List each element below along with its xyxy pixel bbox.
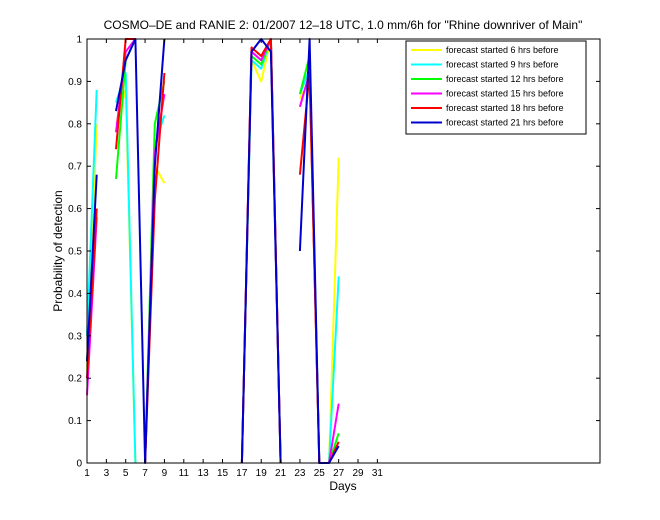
x-tick-label: 1 bbox=[84, 468, 90, 479]
x-tick-label: 29 bbox=[352, 468, 364, 479]
x-axis: 1 3 5 7 9 11 13 15 17 19 21 23 25 27 29 31 bbox=[84, 39, 383, 479]
chart-title: COSMO–DE and RANIE 2: 01/2007 12–18 UTC,… bbox=[104, 18, 583, 32]
x-tick-label: 13 bbox=[198, 468, 210, 479]
series-segment bbox=[86, 174, 98, 362]
y-tick-label: 0 bbox=[76, 459, 82, 470]
series-line bbox=[86, 38, 340, 464]
legend-box bbox=[405, 40, 587, 135]
legend-label: forecast started 9 hrs before bbox=[446, 60, 559, 70]
series-segment bbox=[86, 208, 98, 379]
y-tick-label: 0.4 bbox=[68, 289, 82, 300]
x-tick-label: 7 bbox=[142, 468, 148, 479]
y-tick-label: 0.5 bbox=[68, 247, 82, 258]
x-tick-label: 27 bbox=[333, 468, 345, 479]
x-tick-label: 31 bbox=[372, 468, 384, 479]
legend-label: forecast started 12 hrs before bbox=[446, 74, 564, 84]
x-tick-label: 15 bbox=[217, 468, 229, 479]
series-segment bbox=[115, 38, 166, 464]
x-axis-label: Days bbox=[329, 479, 356, 493]
series-segment bbox=[240, 38, 282, 464]
x-tick-label: 23 bbox=[294, 468, 306, 479]
legend-label: forecast started 18 hrs before bbox=[446, 103, 564, 113]
series-layer bbox=[86, 38, 340, 464]
x-tick-label: 19 bbox=[256, 468, 268, 479]
x-tick-label: 9 bbox=[162, 468, 168, 479]
y-tick-label: 0.3 bbox=[68, 331, 82, 342]
legend-label: forecast started 15 hrs before bbox=[446, 89, 564, 99]
x-tick-label: 5 bbox=[123, 468, 129, 479]
x-tick-label: 17 bbox=[236, 468, 248, 479]
y-tick-label: 0.8 bbox=[68, 119, 82, 130]
y-tick-label: 1 bbox=[76, 35, 82, 46]
x-tick-label: 11 bbox=[179, 468, 190, 479]
y-tick-label: 0.7 bbox=[68, 162, 82, 173]
y-tick-label: 0.1 bbox=[68, 416, 82, 427]
legend: forecast started 6 hrs before forecast st… bbox=[405, 40, 587, 135]
x-tick-label: 25 bbox=[314, 468, 326, 479]
series-segment bbox=[86, 89, 98, 336]
y-axis: 0 0.1 0.2 0.3 0.4 0.5 0.6 0.7 0.8 0.9 1 bbox=[68, 35, 600, 470]
y-tick-label: 0.6 bbox=[68, 204, 82, 215]
legend-label: forecast started 6 hrs before bbox=[446, 45, 559, 55]
y-tick-label: 0.2 bbox=[68, 374, 82, 385]
y-tick-label: 0.9 bbox=[68, 77, 82, 88]
y-axis-label: Probability of detection bbox=[51, 190, 65, 311]
x-tick-label: 21 bbox=[275, 468, 287, 479]
legend-label: forecast started 21 hrs before bbox=[446, 118, 564, 128]
x-tick-label: 3 bbox=[104, 468, 110, 479]
